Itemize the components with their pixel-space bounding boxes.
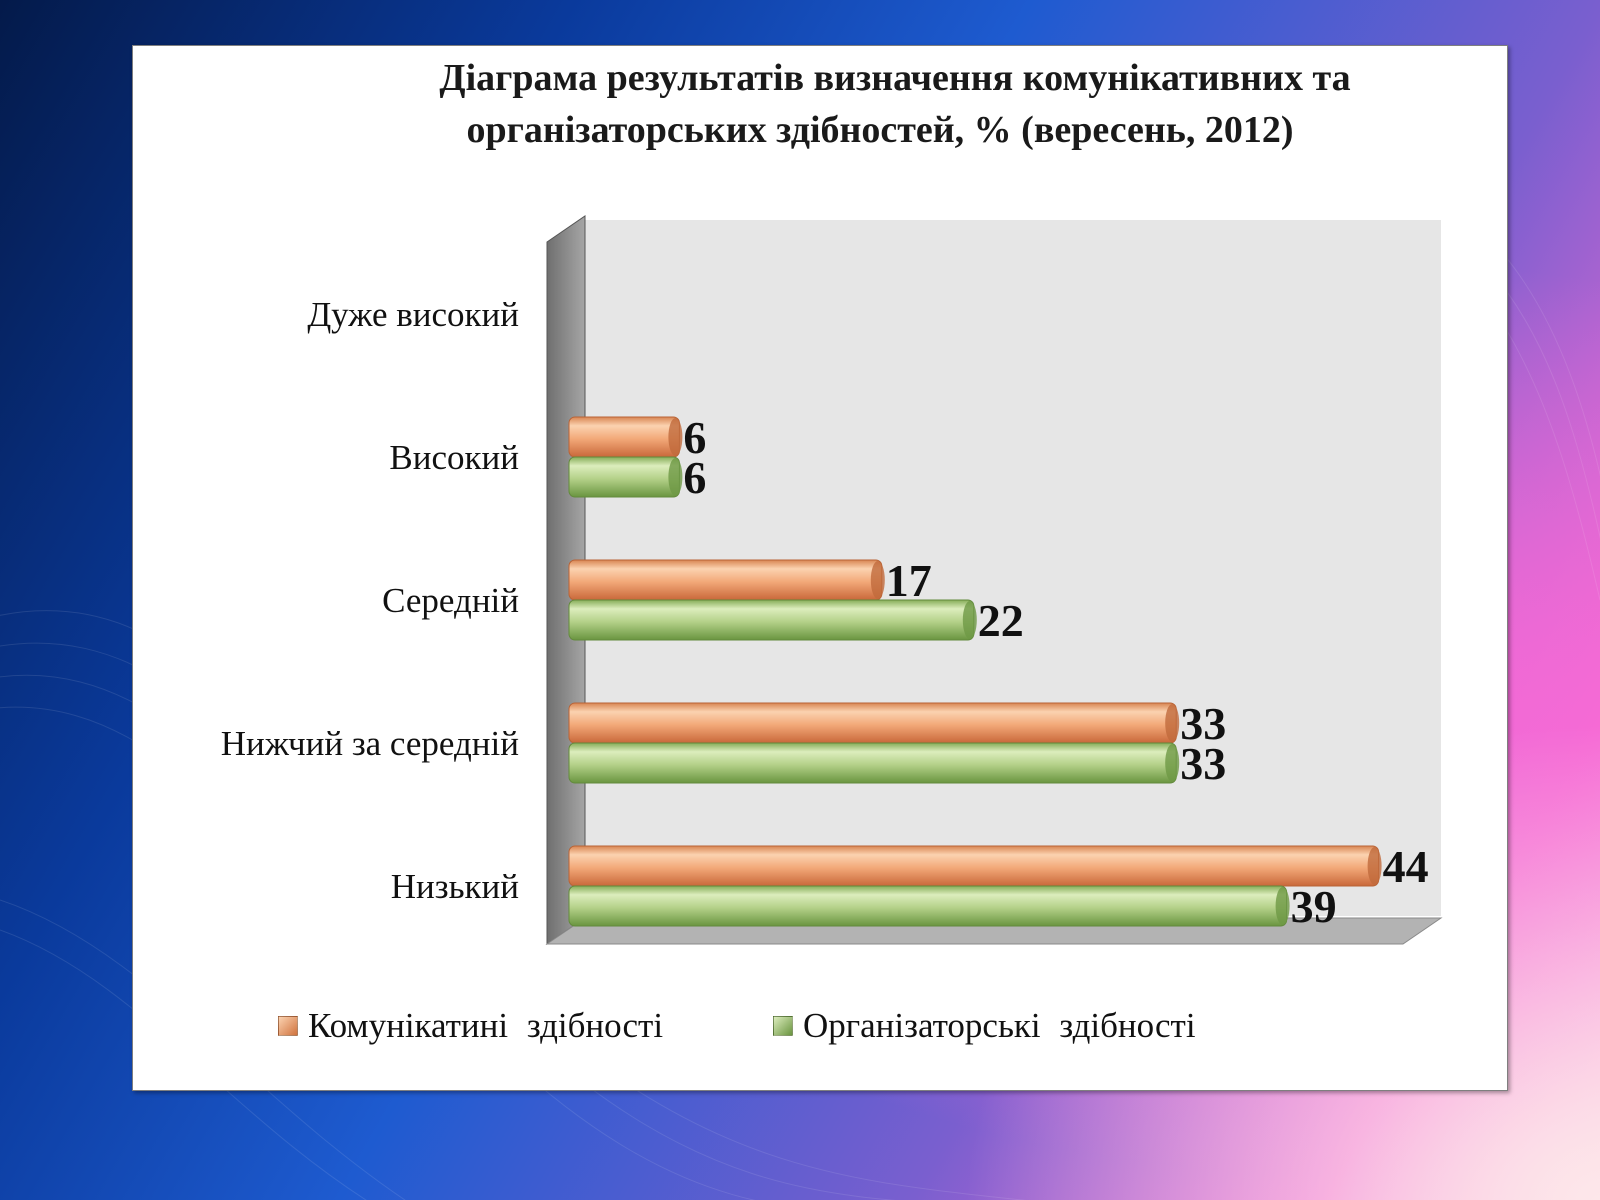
bar-chart-plot: Дуже високий Високий 66 Середній 17 22 Нижчий … bbox=[221, 215, 1443, 945]
bar-cap-series0-cat1 bbox=[668, 418, 683, 456]
legend-label-communicative: Комунікатині здібності bbox=[308, 1006, 664, 1045]
data-label-series0-cat3: 33 bbox=[1180, 698, 1226, 749]
data-label-series0-cat2: 17 bbox=[886, 555, 932, 606]
bar-cap-series1-cat4 bbox=[1275, 887, 1290, 925]
bar-cap-series0-cat4 bbox=[1367, 847, 1382, 885]
labels-layer: Дуже високий Високий 66 Середній 17 22 Нижчий … bbox=[221, 295, 1429, 932]
data-label-series1-cat1: 6 bbox=[683, 452, 706, 503]
category-label-1: Високий bbox=[389, 438, 519, 477]
chart-title-line-1: Діаграма результатів визначення комуніка… bbox=[439, 57, 1351, 99]
chart-panel: Діаграма результатів визначення комуніка… bbox=[132, 45, 1508, 1091]
category-label-4: Низький bbox=[391, 867, 519, 906]
data-label-series1-cat4: 39 bbox=[1291, 881, 1337, 932]
data-label-series1-cat2: 22 bbox=[978, 595, 1024, 646]
bar-series1-cat4 bbox=[568, 885, 1288, 927]
bar-series0-cat1 bbox=[568, 416, 680, 458]
bar-cap-series1-cat2 bbox=[962, 601, 977, 639]
bar-series1-cat1 bbox=[568, 456, 680, 498]
bar-cap-series0-cat3 bbox=[1165, 704, 1180, 742]
bar-series1-cat3 bbox=[568, 742, 1177, 784]
bar-cap-series1-cat3 bbox=[1165, 744, 1180, 782]
legend-item-organizational: Організаторські здібності bbox=[773, 1006, 1196, 1046]
bar-series0-cat3 bbox=[568, 702, 1177, 744]
legend-swatch-green bbox=[773, 1016, 793, 1036]
category-label-3: Нижчий за середній bbox=[221, 724, 519, 763]
category-label-2: Середній bbox=[382, 581, 519, 620]
data-label-series1-cat3: 33 bbox=[1180, 738, 1226, 789]
data-label-series0-cat4: 44 bbox=[1383, 841, 1429, 892]
data-label-series0-cat1: 6 bbox=[683, 412, 706, 463]
bar-cap-series0-cat2 bbox=[870, 561, 885, 599]
bar-cap-series1-cat1 bbox=[668, 458, 683, 496]
bar-series0-cat4 bbox=[568, 845, 1380, 887]
bar-series1-cat2 bbox=[568, 599, 975, 641]
bars-layer bbox=[568, 416, 1382, 927]
legend-item-communicative: Комунікатині здібності bbox=[278, 1006, 663, 1046]
legend-swatch-orange bbox=[278, 1016, 298, 1036]
bar-series0-cat2 bbox=[568, 559, 883, 601]
category-label-0: Дуже високий bbox=[307, 295, 519, 334]
chart-title: Діаграма результатів визначення комуніка… bbox=[133, 52, 1507, 156]
chart-title-line-2: організаторських здібностей, % (вересень… bbox=[466, 109, 1294, 151]
legend-label-organizational: Організаторські здібності bbox=[803, 1006, 1196, 1045]
legend: Комунікатині здібності Організаторські з… bbox=[133, 1006, 1507, 1056]
